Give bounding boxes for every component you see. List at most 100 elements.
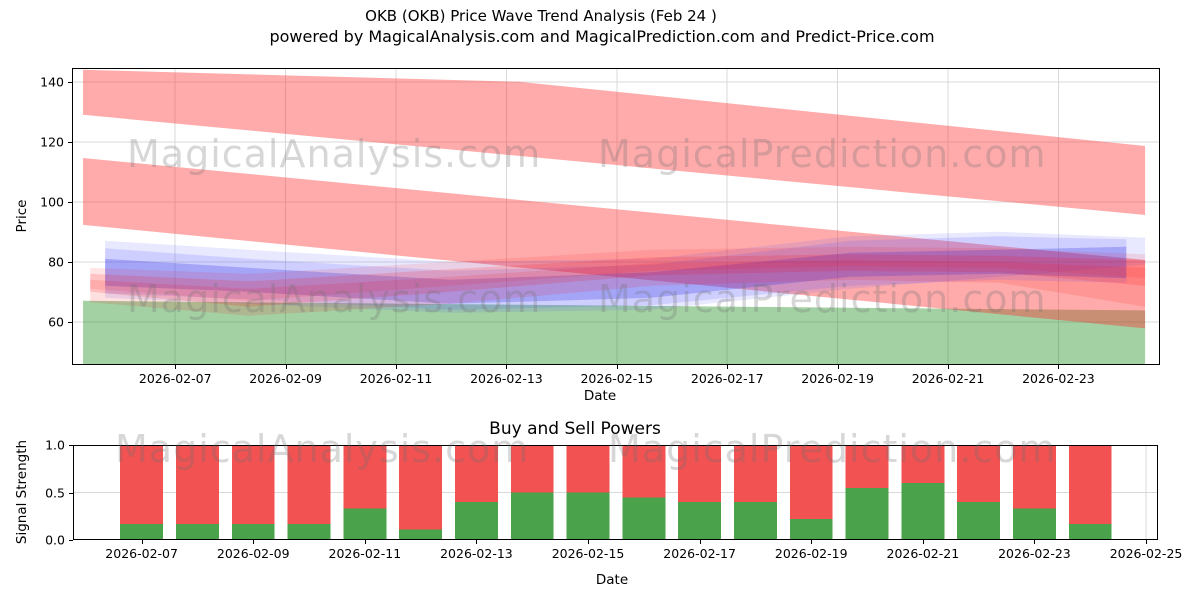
x-tick-mark: [253, 540, 255, 544]
bar-sell: [566, 445, 610, 493]
chart-subtitle: powered by MagicalAnalysis.com and Magic…: [269, 27, 935, 46]
bar-sell: [231, 445, 275, 524]
bar-sell: [1012, 445, 1056, 509]
x-tick-label: 2026-02-15: [580, 371, 654, 386]
x-tick-mark: [396, 365, 398, 369]
watermark-text: MagicalAnalysis.com: [127, 277, 542, 321]
y-tick-label: 140: [40, 74, 64, 90]
x-tick-label: 2026-02-09: [216, 546, 290, 561]
x-tick-mark: [364, 540, 366, 544]
band-support-zone-green: [83, 300, 1146, 365]
bar-sell: [454, 445, 498, 502]
buy-sell-powers-chart: [73, 445, 1158, 540]
bar-sell: [120, 445, 164, 524]
y-tick-label: 0.0: [45, 532, 65, 548]
bar-buy: [957, 502, 1001, 540]
x-tick-mark: [837, 365, 839, 369]
x-tick-label: 2026-02-23: [1022, 371, 1095, 386]
bar-buy: [1012, 508, 1056, 540]
x-tick-label: 2026-02-25: [1109, 546, 1183, 561]
bar-sell: [845, 445, 889, 488]
x-tick-mark: [727, 365, 729, 369]
x-tick-mark: [141, 540, 143, 544]
y-tick-label: 0.5: [45, 485, 65, 500]
y-tick-mark: [69, 492, 73, 494]
y-tick-mark: [68, 201, 72, 203]
bar-sell: [175, 445, 219, 524]
x-tick-label: 2026-02-11: [359, 371, 433, 386]
band-resistance-zone-mid: [83, 158, 1146, 329]
x-tick-mark: [175, 365, 177, 369]
bar-sell: [957, 445, 1001, 502]
buy-sell-powers-svg: [73, 445, 1158, 540]
band-red-wave-main: [90, 254, 1146, 307]
x-tick-label: 2026-02-07: [138, 371, 212, 386]
band-red-wave-broad: [90, 246, 1146, 301]
x-tick-label: 2026-02-21: [886, 546, 960, 561]
bar-buy: [343, 508, 387, 540]
x-tick-mark: [588, 540, 590, 544]
x-tick-label: 2026-02-21: [911, 371, 985, 386]
x-tick-label: 2026-02-13: [470, 371, 543, 386]
y-tick-label: 1.0: [45, 437, 65, 453]
bar-buy: [287, 523, 331, 540]
bar-buy: [175, 523, 219, 540]
date-axis-label-bottom: Date: [595, 572, 629, 588]
date-axis-label-top: Date: [583, 388, 617, 404]
y-tick-mark: [69, 540, 73, 541]
x-tick-label: 2026-02-07: [105, 546, 178, 561]
watermark-text: MagicalAnalysis.com: [127, 132, 542, 176]
bar-sell: [733, 445, 777, 502]
watermark-text: MagicalPrediction.com: [608, 427, 1057, 471]
x-tick-label: 2026-02-17: [663, 546, 736, 561]
bar-buy: [510, 492, 554, 540]
x-tick-mark: [616, 365, 618, 369]
bar-buy: [399, 529, 443, 540]
y-tick-label: 80: [48, 254, 64, 270]
watermark-text: MagicalPrediction.com: [598, 132, 1047, 176]
y-tick-mark: [68, 141, 72, 143]
x-tick-mark: [506, 365, 508, 369]
axes-spines: [73, 445, 1158, 540]
bar-buy: [733, 502, 777, 540]
bar-sell: [287, 445, 331, 524]
y-tick-mark: [68, 261, 72, 263]
bar-buy: [454, 502, 498, 540]
band-blue-wave-mid: [105, 236, 1127, 310]
y-tick-label: 120: [40, 134, 64, 150]
price-wave-trend-svg: [72, 68, 1160, 365]
x-tick-mark: [1058, 365, 1060, 369]
x-tick-label: 2026-02-13: [440, 546, 513, 561]
x-tick-label: 2026-02-19: [774, 546, 848, 561]
x-tick-mark: [948, 365, 950, 369]
bar-sell: [678, 445, 722, 502]
x-tick-mark: [922, 540, 924, 544]
bar-buy: [789, 519, 833, 540]
watermark-text: MagicalAnalysis.com: [115, 427, 530, 471]
band-red-wave-lower: [90, 260, 1146, 316]
y-tick-label: 100: [40, 194, 64, 210]
bar-buy: [678, 502, 722, 540]
y-tick-mark: [68, 81, 72, 83]
bar-buy: [1068, 523, 1112, 540]
x-tick-mark: [1034, 540, 1036, 544]
x-tick-label: 2026-02-17: [690, 371, 764, 386]
bar-sell: [399, 445, 443, 530]
bar-sell: [789, 445, 833, 520]
x-tick-label: 2026-02-19: [801, 371, 874, 386]
x-tick-mark: [699, 540, 701, 544]
x-tick-label: 2026-02-15: [551, 546, 625, 561]
chart-title: OKB (OKB) Price Wave Trend Analysis (Feb…: [365, 7, 717, 25]
y-tick-label: 60: [48, 314, 64, 330]
x-tick-label: 2026-02-23: [998, 546, 1071, 561]
band-blue-wave-outer: [105, 231, 1146, 313]
x-tick-label: 2026-02-11: [328, 546, 402, 561]
y-tick-mark: [68, 321, 72, 323]
x-tick-mark: [1146, 540, 1148, 544]
bar-buy: [120, 523, 164, 540]
y-tick-mark: [69, 445, 73, 446]
price-wave-chart: [72, 68, 1160, 365]
band-blue-wave-core: [105, 246, 1127, 304]
bar-sell: [1068, 445, 1112, 524]
x-tick-mark: [811, 540, 813, 544]
